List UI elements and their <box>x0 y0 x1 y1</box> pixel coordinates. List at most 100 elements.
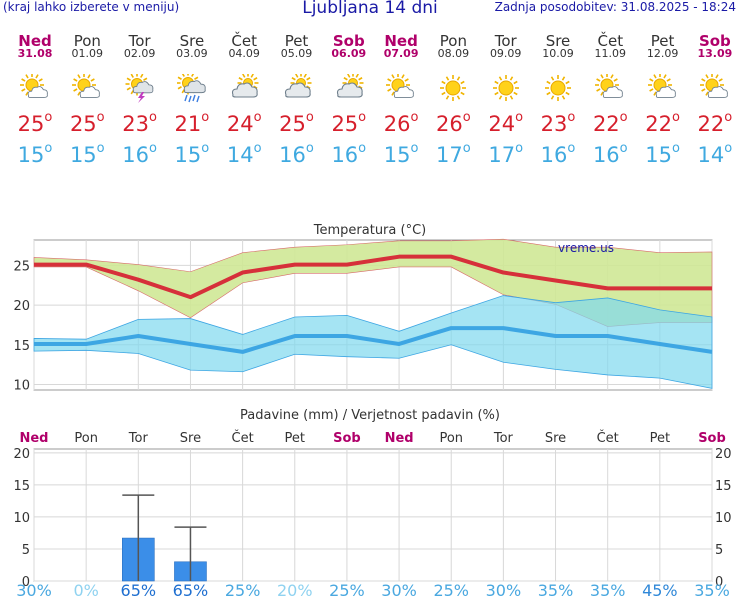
precipitation-probability: 25% <box>224 581 261 600</box>
min-temperature: 15o <box>645 141 680 167</box>
precipitation-probability: 65% <box>172 581 209 600</box>
min-temperature: 14o <box>226 141 262 167</box>
min-temperature: 16o <box>331 141 367 167</box>
min-temperature: 16o <box>592 141 628 167</box>
x-tick-label: Pet <box>285 431 305 446</box>
y-tick-label: 0 <box>22 575 30 590</box>
y-tick-label: 15 <box>13 339 30 354</box>
day-name: Pet <box>650 32 675 50</box>
y-tick-label: 20 <box>13 299 30 314</box>
sun-icon <box>438 74 468 104</box>
y-tick-label-right: 10 <box>715 511 732 526</box>
cloudy-icon <box>282 72 312 104</box>
day-date: 03.09 <box>176 47 208 60</box>
last-updated: Zadnja posodobitev: 31.08.2025 - 18:24 <box>494 0 736 14</box>
x-tick-label: Sre <box>180 431 201 446</box>
y-tick-label-right: 15 <box>715 479 732 494</box>
precipitation-probability: 30% <box>16 581 52 600</box>
max-temperature: 23o <box>122 110 157 136</box>
x-tick-label: Čet <box>232 430 254 446</box>
precipitation-probability: 30% <box>485 581 522 600</box>
max-temperature: 25o <box>17 110 53 136</box>
max-temperature: 22o <box>592 110 628 136</box>
day-date: 13.09 <box>697 47 733 60</box>
precipitation-probability: 30% <box>381 581 417 600</box>
precipitation-probability: 0% <box>73 581 99 600</box>
sun-cloud-icon <box>595 73 625 104</box>
sun-cloud-icon <box>72 73 102 104</box>
watermark: vreme.us <box>558 241 614 255</box>
min-temperature: 16o <box>279 141 314 167</box>
max-temperature: 24o <box>488 110 524 136</box>
header-note: (kraj lahko izberete v meniju) <box>3 0 180 14</box>
day-name: Ned <box>384 32 418 50</box>
y-tick-label: 5 <box>22 543 30 558</box>
y-tick-label: 10 <box>13 378 30 393</box>
min-temperature: 16o <box>540 141 576 167</box>
day-date: 11.09 <box>594 47 627 60</box>
precipitation-probability: 35% <box>694 581 730 600</box>
sun-icon <box>543 74 573 104</box>
x-tick-label: Sre <box>545 431 566 446</box>
day-date: 01.09 <box>71 47 104 60</box>
max-temperature: 26o <box>436 110 471 136</box>
precipitation-probability: 25% <box>433 581 469 600</box>
max-temperature: 22o <box>697 110 733 136</box>
y-tick-label: 10 <box>13 511 30 526</box>
min-temperature: 15o <box>383 141 419 167</box>
precipitation-probability: 20% <box>276 581 313 600</box>
day-name: Pon <box>73 32 101 50</box>
sun-cloud-icon <box>699 73 730 104</box>
temperature-chart: Temperatura (°C) 10 15 20 25 vreme.us <box>13 223 713 393</box>
y-tick-label: 20 <box>13 447 30 462</box>
min-temperature: 15o <box>17 141 53 167</box>
x-tick-label: Sob <box>698 431 726 446</box>
day-name: Sob <box>698 32 731 50</box>
y-tick-label: 15 <box>13 479 30 494</box>
cloudy-icon <box>229 72 259 104</box>
day-name: Čet <box>231 32 257 50</box>
x-tick-label: Pon <box>439 431 463 446</box>
max-temperature: 23o <box>540 110 576 136</box>
sun-cloud-icon <box>20 73 50 104</box>
day-date: 02.09 <box>123 47 156 60</box>
day-name: Tor <box>128 32 151 50</box>
day-name: Pon <box>439 32 467 50</box>
x-tick-label: Sob <box>333 431 361 446</box>
day-name: Sob <box>332 32 365 50</box>
day-date: 04.09 <box>228 47 260 60</box>
x-tick-label: Ned <box>19 431 48 446</box>
y-tick-label-right: 20 <box>715 447 732 462</box>
precipitation-probability: 65% <box>120 581 157 600</box>
x-tick-label: Tor <box>128 431 149 446</box>
max-temperature: 26o <box>383 110 419 136</box>
min-temperature: 15o <box>174 141 210 167</box>
day-date: 12.09 <box>646 47 679 60</box>
y-tick-label-right: 5 <box>715 543 723 558</box>
x-tick-label: Pon <box>74 431 98 446</box>
day-name: Sre <box>545 32 571 50</box>
precipitation-chart: Padavine (mm) / Verjetnost padavin (%) Ne… <box>13 408 731 590</box>
max-temperature-line <box>34 254 712 300</box>
max-temperature: 21o <box>174 110 210 136</box>
sun-icon <box>491 74 521 104</box>
rain-shower-icon <box>176 71 207 104</box>
precipitation-probability: 45% <box>642 581 678 600</box>
day-name: Pet <box>284 32 309 50</box>
min-temperature: 16o <box>122 141 157 167</box>
x-tick-label: Pet <box>650 431 670 446</box>
day-date: 06.09 <box>331 47 367 60</box>
sun-cloud-icon <box>386 73 416 104</box>
precipitation-probability: 35% <box>589 581 626 600</box>
temperature-chart-title: Temperatura (°C) <box>313 223 426 238</box>
day-date: 08.09 <box>437 47 470 60</box>
x-tick-label: Ned <box>385 431 414 446</box>
x-tick-label: Tor <box>493 431 514 446</box>
cloudy-icon <box>334 72 364 104</box>
max-temperature: 24o <box>226 110 262 136</box>
y-tick-label-right: 0 <box>715 575 723 590</box>
page-title: Ljubljana 14 dni <box>302 0 438 18</box>
y-tick-label: 25 <box>13 259 30 274</box>
min-temperature: 17o <box>488 141 524 167</box>
precipitation-probability: 35% <box>537 581 574 600</box>
